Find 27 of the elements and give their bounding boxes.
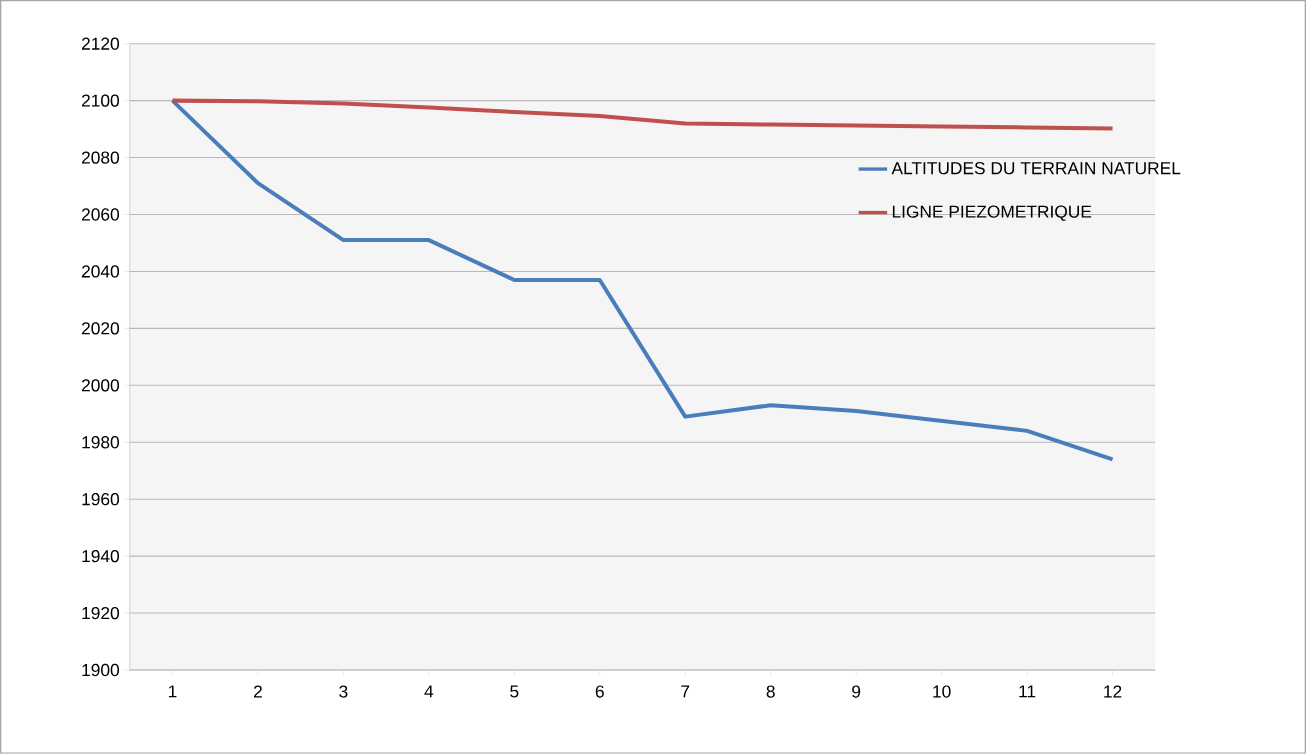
x-tick-label: 10: [933, 685, 951, 698]
y-tick-label: 1920: [82, 607, 120, 620]
y-tick-label: 1900: [82, 664, 120, 677]
x-tick-label: 12: [1104, 685, 1122, 698]
y-tick-label: 2080: [81, 151, 120, 164]
y-tick-label: 1980: [82, 436, 120, 449]
y-tick-label: 2020: [81, 322, 120, 335]
x-tick-label: 9: [852, 685, 861, 698]
x-tick-label: 2: [253, 685, 262, 698]
x-tick-label: 6: [595, 685, 604, 698]
y-tick-label: 2000: [81, 379, 120, 392]
y-tick-label: 1940: [82, 550, 120, 563]
y-tick-label: 2060: [81, 208, 120, 221]
x-tick-label: 3: [339, 685, 348, 698]
y-tick-label: 2040: [81, 265, 120, 278]
x-tick-label: 5: [510, 685, 519, 698]
y-tick-label: 2100: [81, 94, 120, 107]
legend-label: ALTITUDES DU TERRAIN NATUREL: [891, 162, 1181, 175]
x-tick-label: 7: [681, 685, 690, 698]
x-tick-label: 8: [766, 685, 775, 698]
y-tick-label: 1960: [82, 493, 120, 506]
y-tick-label: 2120: [81, 37, 120, 50]
line-series: [170, 98, 1115, 131]
x-tick-label: 1: [168, 685, 177, 698]
x-tick-label: 4: [424, 685, 434, 698]
legend-label: LIGNE PIEZOMETRIQUE: [892, 205, 1092, 222]
x-tick-label: 11: [1019, 685, 1036, 698]
